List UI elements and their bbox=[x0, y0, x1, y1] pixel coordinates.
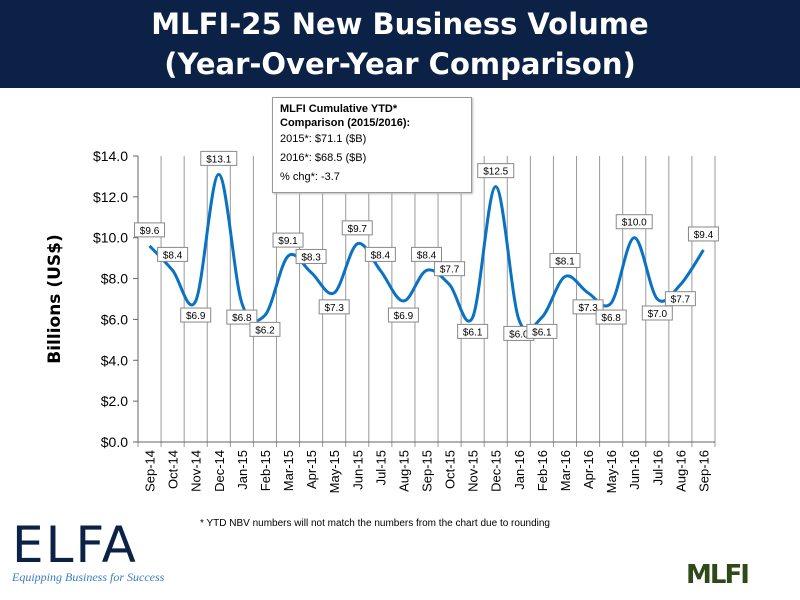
x-tick-label: Sep-16 bbox=[696, 450, 711, 492]
x-tick-label: Dec-14 bbox=[212, 450, 227, 492]
x-tick-label: Jun-16 bbox=[627, 450, 642, 490]
data-label-box bbox=[295, 248, 327, 264]
ytd-2016: 2016*: $68.5 ($B) bbox=[280, 152, 367, 164]
data-label-box bbox=[249, 321, 281, 337]
x-tick-label: Feb-16 bbox=[535, 450, 550, 491]
x-tick-label: Jun-15 bbox=[350, 450, 365, 490]
data-label: $6.9 bbox=[394, 311, 414, 322]
page-subtitle: (Year-Over-Year Comparison) bbox=[164, 47, 636, 81]
x-tick-label: Jul-15 bbox=[373, 450, 388, 485]
data-label-box bbox=[411, 246, 442, 262]
x-tick-label: May-15 bbox=[327, 450, 342, 493]
data-label-box bbox=[526, 323, 558, 339]
x-tick-label: Feb-15 bbox=[258, 450, 273, 491]
data-label-box bbox=[272, 232, 304, 248]
y-axis-label: Billions (US$) bbox=[45, 234, 65, 364]
elfa-tagline: Equipping Business for Success bbox=[12, 570, 165, 584]
data-label-box bbox=[226, 309, 258, 325]
data-label: $6.8 bbox=[232, 313, 252, 324]
data-label-box bbox=[595, 309, 627, 325]
data-label-box bbox=[549, 253, 581, 269]
elfa-wordmark: ELFA bbox=[12, 516, 138, 574]
title-banner: MLFI-25 New Business Volume (Year-Over-Y… bbox=[0, 0, 800, 88]
y-tick-label: $14.0 bbox=[93, 148, 128, 164]
ytd-comparison-box: MLFI Cumulative YTD* Comparison (2015/20… bbox=[272, 97, 472, 193]
data-label: $7.7 bbox=[440, 265, 460, 276]
data-label: $9.1 bbox=[278, 236, 298, 247]
data-label-box bbox=[341, 220, 373, 236]
page-title: MLFI-25 New Business Volume bbox=[151, 7, 649, 41]
x-tick-label: Apr-15 bbox=[304, 450, 319, 489]
data-label-box bbox=[434, 261, 466, 277]
data-label: $6.9 bbox=[186, 311, 206, 322]
elfa-logo: ELFA Equipping Business for Success bbox=[12, 516, 165, 585]
data-label-box bbox=[157, 246, 189, 262]
data-label-box bbox=[572, 299, 604, 315]
data-label: $10.0 bbox=[622, 218, 647, 229]
data-label: $7.0 bbox=[648, 309, 668, 320]
data-label: $9.7 bbox=[348, 224, 368, 235]
x-tick-label: Aug-15 bbox=[396, 450, 411, 492]
y-tick-label: $2.0 bbox=[101, 393, 128, 409]
data-label: $6.1 bbox=[532, 327, 552, 338]
data-label: $9.4 bbox=[694, 230, 714, 241]
data-label-box bbox=[180, 307, 212, 323]
x-tick-label: Jan-16 bbox=[512, 450, 527, 490]
data-label-box bbox=[364, 246, 396, 262]
data-label: $7.3 bbox=[578, 303, 598, 314]
x-tick-label: Sep-14 bbox=[143, 450, 158, 492]
x-tick-label: Oct-15 bbox=[443, 450, 458, 489]
y-tick-label: $6.0 bbox=[101, 311, 128, 327]
data-label-box bbox=[664, 291, 696, 307]
x-tick-label: Nov-15 bbox=[466, 450, 481, 492]
data-label: $8.4 bbox=[371, 250, 391, 261]
data-label: $13.1 bbox=[206, 154, 231, 165]
y-tick-label: $8.0 bbox=[101, 271, 128, 287]
x-tick-label: Jul-16 bbox=[650, 450, 665, 485]
y-tick-label: $12.0 bbox=[93, 189, 128, 205]
data-label: $8.3 bbox=[301, 252, 321, 263]
x-tick-label: Apr-16 bbox=[581, 450, 596, 489]
data-line bbox=[148, 172, 705, 332]
data-label: $7.3 bbox=[324, 303, 344, 314]
x-tick-label: Nov-14 bbox=[189, 450, 204, 492]
data-label: $6.1 bbox=[463, 327, 483, 338]
data-label-box bbox=[457, 323, 489, 339]
data-label: $7.7 bbox=[671, 295, 691, 306]
x-tick-label: Aug-16 bbox=[673, 450, 688, 492]
data-label: $6.8 bbox=[601, 313, 621, 324]
ytd-heading: MLFI Cumulative YTD* Comparison (2015/20… bbox=[280, 103, 411, 129]
x-tick-label: Mar-16 bbox=[558, 450, 573, 491]
y-tick-label: $10.0 bbox=[93, 230, 128, 246]
data-label: $6.0 bbox=[509, 329, 529, 340]
data-label: $9.6 bbox=[140, 226, 160, 237]
y-tick-label: $4.0 bbox=[101, 352, 128, 368]
data-label-box bbox=[615, 214, 653, 230]
data-label: $8.4 bbox=[417, 250, 437, 261]
y-tick-label: $0.0 bbox=[101, 434, 128, 450]
data-label: $8.4 bbox=[163, 250, 183, 261]
data-label-box bbox=[477, 163, 515, 179]
x-tick-label: Oct-14 bbox=[166, 450, 181, 489]
data-label-box bbox=[200, 150, 238, 166]
data-label: $8.1 bbox=[555, 257, 575, 268]
data-label: $12.5 bbox=[483, 167, 508, 178]
footnote: * YTD NBV numbers will not match the num… bbox=[200, 518, 550, 529]
data-label-box bbox=[134, 222, 166, 238]
data-label-box bbox=[387, 307, 419, 323]
ytd-2015: 2015*: $71.1 ($B) bbox=[280, 133, 367, 145]
data-label: $6.2 bbox=[255, 325, 275, 336]
data-label-box bbox=[687, 226, 719, 242]
ytd-pct-change: % chg*: -3.7 bbox=[280, 171, 340, 183]
x-tick-label: May-16 bbox=[604, 450, 619, 493]
x-tick-label: Jan-15 bbox=[235, 450, 250, 490]
x-tick-label: Dec-15 bbox=[489, 450, 504, 492]
x-tick-label: Mar-15 bbox=[281, 450, 296, 491]
data-label-box bbox=[318, 299, 350, 315]
x-tick-label: Sep-15 bbox=[420, 450, 435, 492]
data-label-box bbox=[641, 305, 673, 321]
mlfi-logo: MLFI bbox=[686, 560, 750, 590]
